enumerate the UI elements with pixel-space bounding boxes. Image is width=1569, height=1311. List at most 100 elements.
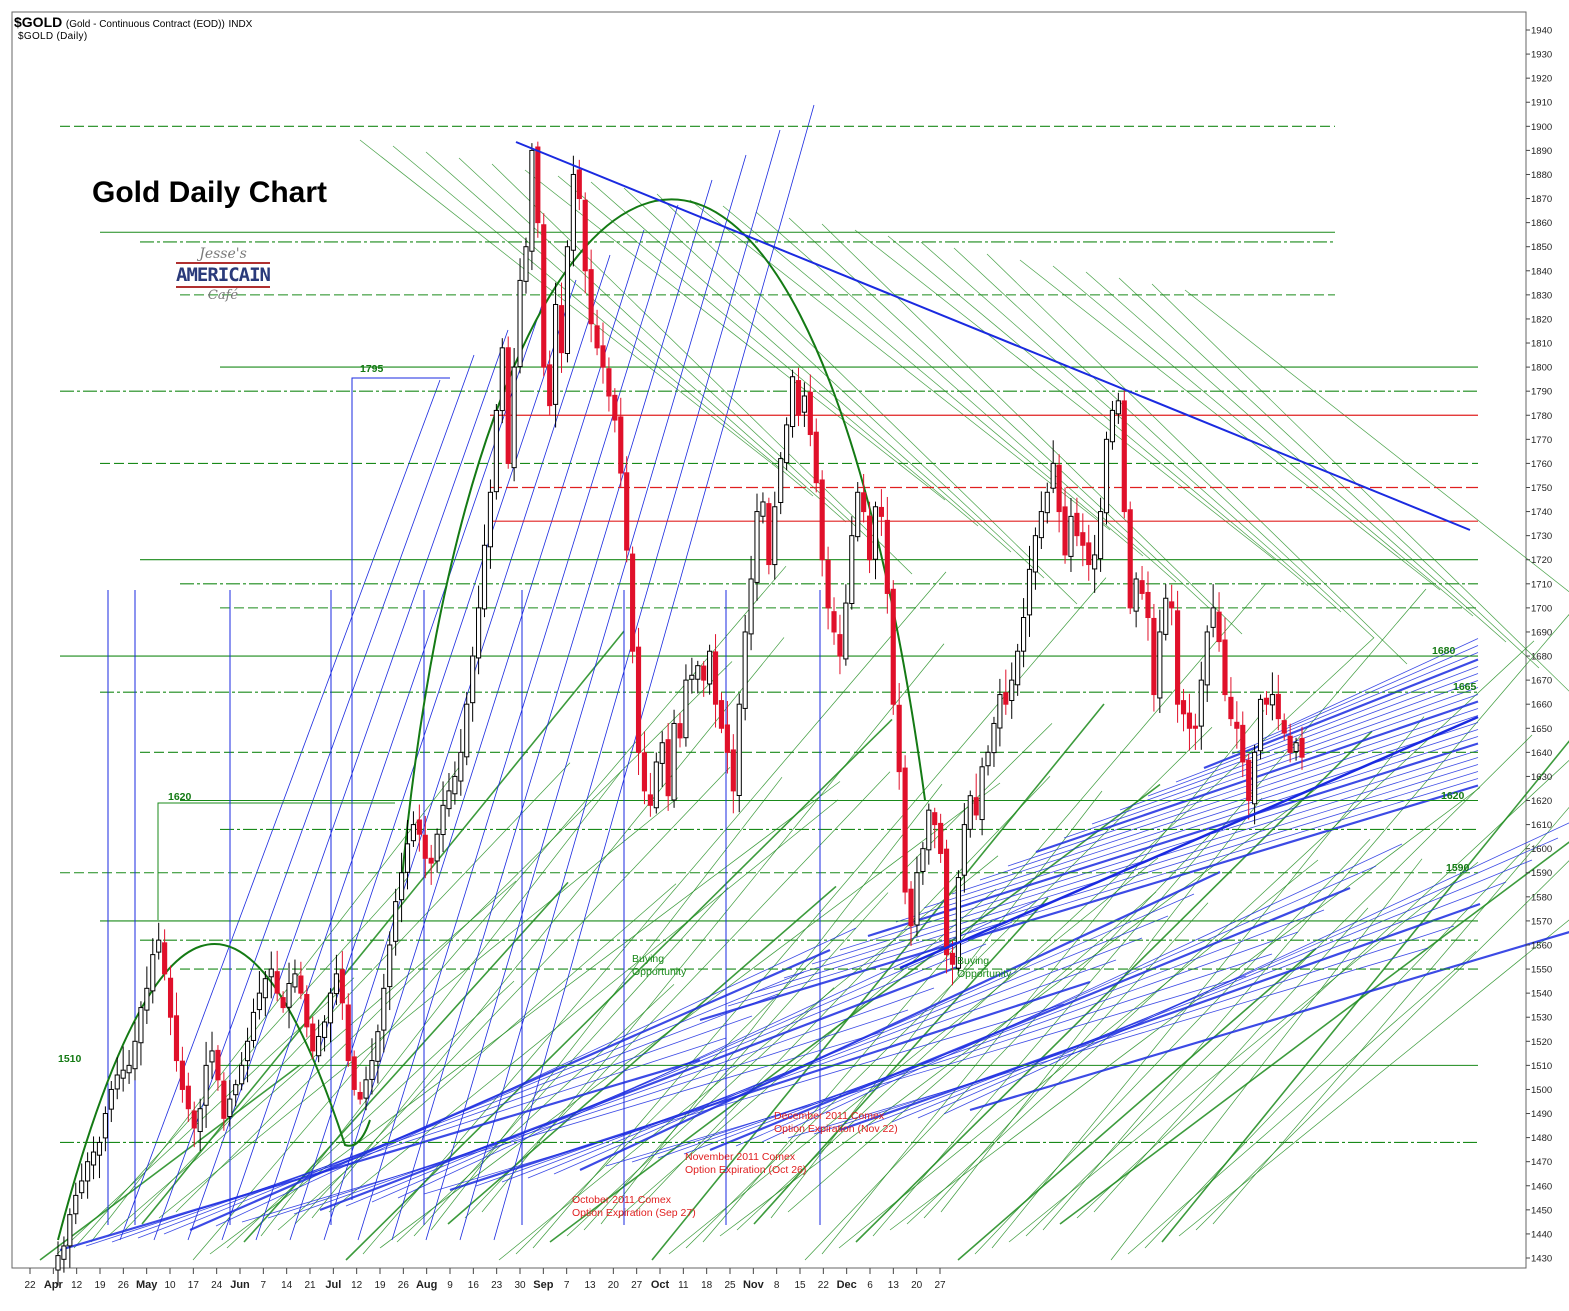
green-fan-line	[430, 776, 783, 1231]
blue-right-line	[1007, 708, 1479, 867]
green-fan-line	[481, 643, 945, 1213]
candle-down	[162, 942, 168, 975]
candle-up	[114, 1074, 120, 1090]
x-tick-label: 15	[794, 1280, 806, 1291]
annotation-line: Opportunity	[957, 968, 1012, 980]
blue-fan-line	[709, 886, 1351, 1152]
blue-steep-line	[425, 154, 747, 1241]
symbol-description: (Gold - Continuous Contract (EOD))	[65, 19, 225, 30]
y-tick-label: 1470	[1531, 1157, 1552, 1168]
blue-right-line	[727, 778, 1479, 1007]
green-fan-line	[804, 834, 1211, 1261]
y-tick-label: 1520	[1531, 1037, 1552, 1048]
candle-down	[807, 391, 813, 436]
y-tick-label: 1870	[1531, 194, 1552, 205]
y-tick-label: 1840	[1531, 266, 1552, 277]
candle-up	[458, 751, 464, 782]
candle-down	[896, 704, 902, 773]
candle-up	[1092, 554, 1098, 570]
green-fan-line	[379, 782, 1001, 1249]
x-tick-label: 7	[564, 1280, 570, 1291]
x-tick-label: 13	[584, 1280, 596, 1291]
blue-right-line	[1287, 638, 1479, 727]
candle-down	[1186, 712, 1193, 729]
candle-down	[932, 812, 938, 826]
candle-down	[1175, 610, 1181, 705]
green-fan-line	[685, 727, 1213, 1249]
blue-fan-line	[423, 1003, 1065, 1195]
blue-right-line	[1259, 645, 1479, 741]
candle-down	[943, 848, 950, 956]
green-down-line	[1151, 283, 1569, 692]
candle-down	[310, 1023, 316, 1052]
candle-up	[553, 303, 559, 405]
green-fan-line	[311, 637, 785, 1219]
green-fan-line	[651, 703, 1105, 1261]
y-tick-label: 1910	[1531, 98, 1552, 109]
candle-up	[1293, 742, 1299, 752]
candle-down	[535, 146, 541, 224]
annotation-line: November 2011 Comex	[685, 1151, 796, 1163]
blue-right-line	[1231, 652, 1479, 755]
candle-down	[647, 794, 653, 806]
y-tick-label: 1670	[1531, 676, 1552, 687]
candle-down	[1086, 542, 1092, 566]
candle-down	[1192, 725, 1198, 729]
y-tick-label: 1850	[1531, 242, 1552, 253]
candle-up	[955, 877, 961, 969]
x-tick-label: May	[136, 1279, 158, 1291]
candle-up	[1103, 438, 1110, 514]
green-fan-line	[1042, 614, 1569, 1231]
y-tick-label: 1450	[1531, 1205, 1552, 1216]
green-fan-line	[753, 897, 1049, 1225]
green-down-line	[854, 229, 1276, 561]
level-label: 1590	[1446, 862, 1470, 874]
candle-up	[499, 347, 505, 412]
x-tick-label: 16	[468, 1280, 480, 1291]
candle-up	[570, 173, 576, 251]
blue-fan-line	[813, 925, 1455, 1135]
x-tick-label: 6	[867, 1280, 873, 1291]
candle-down	[280, 997, 286, 1009]
blue-steep-line	[459, 129, 781, 1241]
candle-up	[150, 954, 156, 992]
major-downtrend-line	[515, 141, 1471, 531]
candle-up	[250, 1011, 257, 1041]
candle-down	[712, 651, 719, 705]
level-label: 1510	[58, 1053, 82, 1065]
candle-up	[1026, 568, 1033, 616]
green-fan-line	[328, 799, 839, 1213]
candle-down	[167, 977, 174, 1018]
candle-up	[327, 992, 334, 1024]
candle-down	[221, 1080, 227, 1119]
green-down-line	[557, 175, 979, 527]
blue-fan-line	[241, 1031, 883, 1223]
blue-fan-line	[501, 937, 1143, 1183]
candle-up	[772, 506, 778, 566]
candle-up	[487, 491, 494, 548]
candle-up	[120, 1069, 126, 1079]
blue-steep-line	[391, 179, 713, 1241]
candle-down	[884, 519, 890, 594]
blue-fan-line	[59, 1058, 701, 1252]
candle-up	[967, 795, 973, 830]
candle-down	[582, 199, 588, 272]
candle-down	[1240, 724, 1246, 763]
green-fan-line	[1059, 841, 1569, 1225]
x-axis: 22 Apr 12 19 26 May 10 17 24 Jun 7 14 21 Jul 12 19 26 Aug…	[24, 1268, 946, 1291]
candle-down	[766, 503, 772, 566]
candle-up	[387, 944, 393, 988]
y-tick-label: 1630	[1531, 772, 1552, 783]
y-tick-label: 1550	[1531, 965, 1552, 976]
blue-right-line	[1119, 680, 1479, 811]
candle-down	[1169, 601, 1175, 609]
candle-up	[991, 722, 997, 754]
y-tick-label: 1540	[1531, 989, 1552, 1000]
level-label: 1680	[1432, 645, 1456, 657]
candle-up	[79, 1180, 85, 1194]
candle-up	[1210, 607, 1216, 628]
green-down-line	[458, 157, 880, 549]
candle-up	[404, 843, 411, 873]
candle-up	[843, 602, 849, 660]
green-down-line	[920, 241, 1342, 613]
